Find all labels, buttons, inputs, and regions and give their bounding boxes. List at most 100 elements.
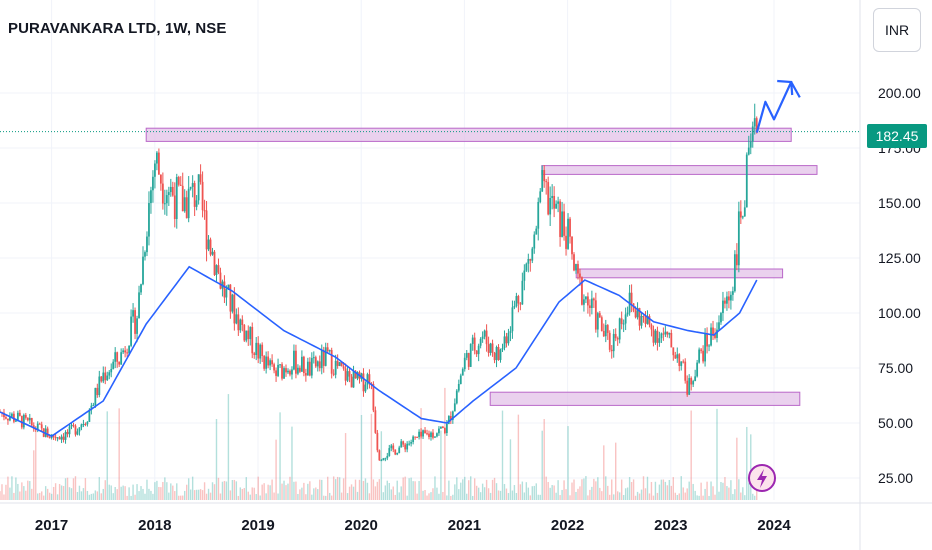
volume-bar xyxy=(392,486,394,500)
candle-body xyxy=(36,423,39,431)
candle-body xyxy=(531,248,534,261)
candle-body xyxy=(457,383,460,391)
candle-body xyxy=(594,300,597,330)
candle-body xyxy=(650,324,653,330)
volume-bar xyxy=(100,493,102,500)
candle-body xyxy=(90,405,93,410)
volume-bar xyxy=(628,477,631,500)
candle-body xyxy=(302,356,305,374)
candle-body xyxy=(561,211,563,237)
time-axis[interactable]: 2017 2018 2019 2020 2021 2022 2023 2024 xyxy=(35,517,791,534)
candle-body xyxy=(539,191,542,202)
candle-body xyxy=(447,416,450,424)
candle-body xyxy=(706,333,708,347)
lightning-badge-icon[interactable] xyxy=(748,464,776,492)
price-zone xyxy=(575,268,784,279)
volume-bar xyxy=(106,411,108,500)
volume-bar xyxy=(676,494,678,500)
candle-body xyxy=(541,170,544,192)
volume-bar xyxy=(499,490,502,500)
volume-bar xyxy=(52,486,55,500)
candle-body xyxy=(267,356,270,366)
candle-body xyxy=(720,313,722,323)
volume-bar xyxy=(640,489,643,500)
volume-bar xyxy=(203,482,206,500)
volume-bar xyxy=(670,485,673,500)
candle-body xyxy=(18,412,21,416)
volume-bar xyxy=(5,484,7,500)
volume-bar xyxy=(666,485,669,500)
candle-body xyxy=(670,332,673,348)
volume-bar xyxy=(197,489,200,500)
volume-bar xyxy=(11,476,13,500)
candle-body xyxy=(281,364,283,379)
candle-body xyxy=(654,330,657,343)
volume-bar xyxy=(364,478,367,500)
volume-bar xyxy=(108,484,110,500)
volume-bar xyxy=(374,486,377,500)
volume-bar xyxy=(130,495,132,500)
price-zone xyxy=(541,165,818,175)
volume-bar xyxy=(336,476,339,500)
candle-body xyxy=(726,296,728,304)
candle-body xyxy=(24,414,27,418)
candle-body xyxy=(545,181,548,183)
candle-body xyxy=(372,383,375,411)
candle-body xyxy=(755,118,758,132)
candle-body xyxy=(479,338,482,346)
volume-bar xyxy=(644,488,647,500)
volume-bar xyxy=(479,492,482,500)
volume-bar xyxy=(591,486,593,500)
candle-body xyxy=(86,421,89,425)
volume-bar xyxy=(477,487,480,500)
price-axis[interactable]: 25.0050.0075.00100.00125.00150.00175.002… xyxy=(878,85,921,486)
candle-body xyxy=(308,361,311,376)
candle-body xyxy=(718,322,720,330)
support-resistance-zones[interactable] xyxy=(145,127,818,406)
candle-body xyxy=(249,326,252,340)
candle-body xyxy=(356,372,359,379)
candle-body xyxy=(634,310,637,318)
volume-bar xyxy=(269,485,271,500)
candle-body xyxy=(737,211,740,266)
candle-body xyxy=(451,411,454,420)
candle-body xyxy=(463,357,466,370)
candle-body xyxy=(735,254,738,266)
candle-body xyxy=(362,373,365,392)
volume-bar xyxy=(384,485,387,500)
volume-bar xyxy=(132,484,134,500)
volume-bar xyxy=(39,492,41,500)
candle-body xyxy=(664,331,667,335)
volume-bar xyxy=(744,495,746,500)
volume-bar xyxy=(706,481,708,500)
volume-bar xyxy=(96,491,99,500)
candle-body xyxy=(388,448,391,456)
y-tick-label: 50.00 xyxy=(878,415,913,431)
candle-body xyxy=(84,423,87,425)
volume-bar xyxy=(593,478,595,500)
candle-body xyxy=(610,349,613,352)
volume-bar xyxy=(128,487,130,500)
volume-bar xyxy=(281,483,283,500)
candle-body xyxy=(704,333,706,362)
volume-bar xyxy=(432,488,434,500)
volume-bar xyxy=(692,483,694,500)
candle-body xyxy=(275,370,277,376)
candle-body xyxy=(227,284,230,290)
volume-bar xyxy=(694,490,696,500)
volume-bar xyxy=(82,488,85,500)
candle-body xyxy=(702,350,704,362)
x-tick-label: 2023 xyxy=(654,517,687,534)
volume-bar xyxy=(674,492,676,500)
volume-bar xyxy=(545,476,547,500)
candle-body xyxy=(167,192,170,196)
volume-bar xyxy=(285,485,287,500)
currency-button[interactable]: INR xyxy=(873,8,921,52)
candle-body xyxy=(189,186,192,189)
projection-arrow[interactable] xyxy=(755,80,801,133)
volume-bar xyxy=(287,483,289,500)
y-tick-label: 25.00 xyxy=(878,470,913,486)
volume-bar xyxy=(444,387,446,500)
volume-bar xyxy=(690,410,692,500)
